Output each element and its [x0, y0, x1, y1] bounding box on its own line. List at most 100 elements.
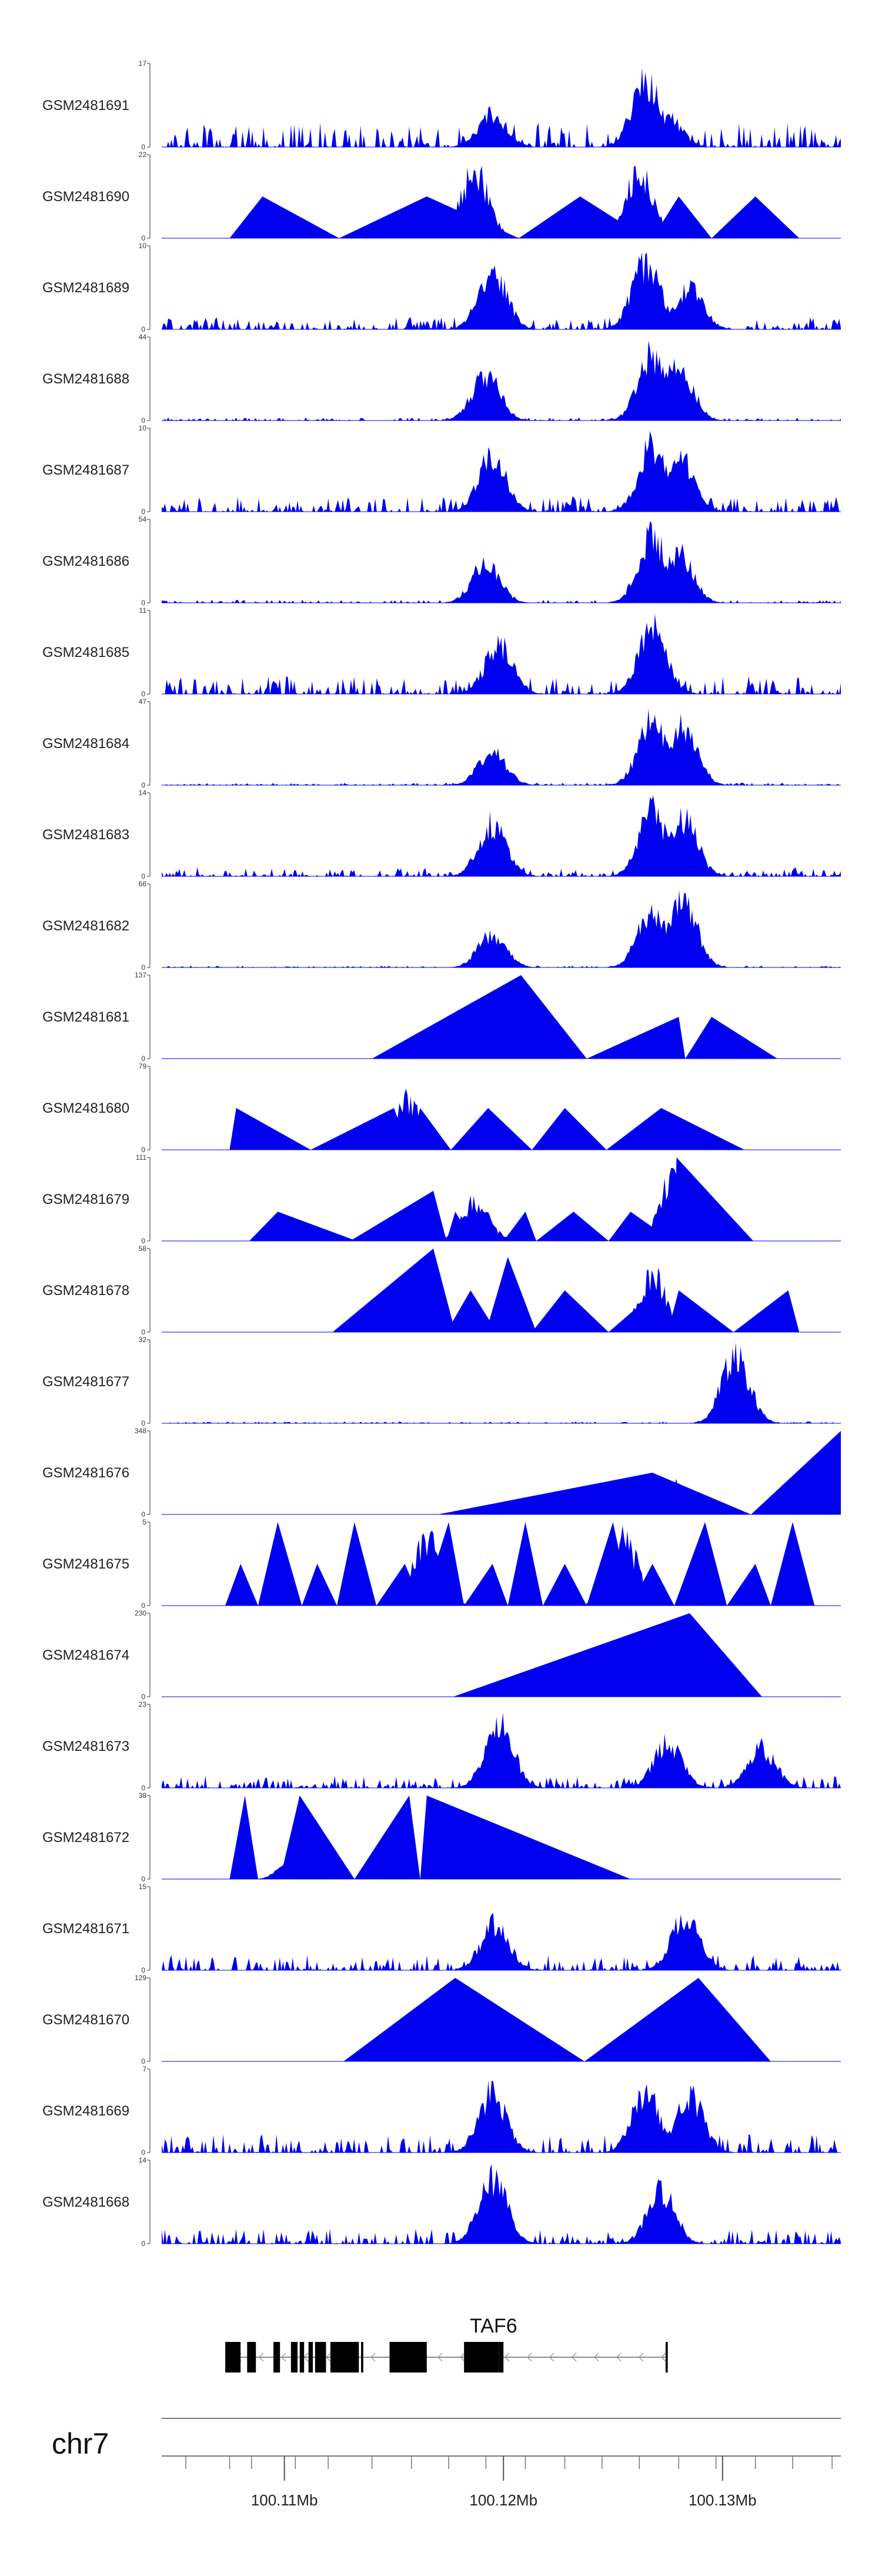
y-min-label: 0	[141, 1601, 145, 1610]
coverage-segment	[409, 1108, 451, 1150]
coverage-area	[162, 1167, 841, 1241]
coverage-segment	[229, 1108, 311, 1150]
coverage-area	[162, 2164, 841, 2244]
y-max-label: 32	[139, 1336, 147, 1344]
coverage-segment	[446, 1290, 497, 1332]
y-max-label: 22	[139, 151, 147, 159]
track-label: GSM2481679	[42, 1192, 129, 1207]
axis-tick-label: 100.13Mb	[689, 2491, 757, 2509]
coverage-segment	[770, 1522, 815, 1606]
coverage-segment	[280, 1796, 355, 1879]
y-min-label: 0	[141, 508, 145, 516]
track-GSM2481682: GSM2481682 66 0	[42, 880, 841, 972]
y-min-label: 0	[141, 872, 145, 880]
strand-arrow	[549, 2353, 554, 2362]
track-label: GSM2481689	[42, 280, 129, 296]
strand-arrow	[527, 2353, 532, 2362]
coverage-area	[162, 521, 841, 603]
gene-track: TAF6	[225, 2315, 668, 2373]
coverage-segment	[420, 1796, 631, 1879]
coverage-segment	[486, 1257, 537, 1332]
y-min-label: 0	[141, 781, 145, 789]
track-GSM2481677: GSM2481677 32 0	[42, 1336, 841, 1427]
y-max-label: 348	[135, 1427, 146, 1435]
exon-block	[290, 2342, 298, 2373]
track-GSM2481679: GSM2481679 111 0	[42, 1153, 841, 1245]
track-GSM2481689: GSM2481689 10 0	[42, 242, 841, 333]
y-min-label: 0	[141, 1784, 145, 1792]
strand-arrow	[639, 2353, 644, 2362]
track-GSM2481688: GSM2481688 44 0	[42, 333, 841, 425]
y-min-label: 0	[141, 963, 145, 972]
coverage-segment	[302, 1564, 338, 1606]
track-label: GSM2481687	[42, 462, 129, 478]
coverage-segment	[453, 1613, 762, 1697]
y-max-label: 38	[139, 1791, 147, 1800]
y-min-label: 0	[141, 143, 145, 151]
strand-arrow	[437, 2353, 443, 2362]
strand-arrow	[281, 2353, 286, 2362]
coverage-area	[162, 431, 841, 512]
y-min-label: 0	[141, 1693, 145, 1701]
y-min-label: 0	[141, 2057, 145, 2066]
coverage-segment	[609, 1212, 673, 1241]
track-GSM2481687: GSM2481687 10 0	[42, 424, 841, 516]
track-GSM2481678: GSM2481678 58 0	[42, 1244, 841, 1336]
coverage-segment	[532, 1108, 607, 1150]
track-label: GSM2481677	[42, 1374, 129, 1390]
y-max-label: 230	[135, 1609, 146, 1617]
y-min-label: 0	[141, 1055, 145, 1063]
coverage-segment	[310, 1108, 410, 1150]
track-label: GSM2481668	[42, 2194, 129, 2210]
y-max-label: 58	[139, 1244, 147, 1253]
y-max-label: 66	[139, 880, 147, 888]
y-min-label: 0	[141, 1510, 145, 1519]
coverage-segment	[332, 1249, 456, 1332]
strand-arrow	[326, 2353, 331, 2362]
coverage-area	[162, 341, 841, 421]
track-label: GSM2481678	[42, 1283, 129, 1299]
track-label: GSM2481683	[42, 827, 129, 843]
coverage-segment	[711, 196, 800, 238]
exon-block	[299, 2342, 305, 2373]
track-GSM2481671: GSM2481671 15 0	[42, 1883, 841, 1974]
track-label: GSM2481688	[42, 371, 129, 387]
track-label: GSM2481670	[42, 2012, 129, 2028]
coverage-segment	[437, 1473, 751, 1514]
y-min-label: 0	[141, 1419, 145, 1427]
y-max-label: 44	[139, 333, 147, 341]
coverage-area	[162, 613, 841, 694]
track-label: GSM2481680	[42, 1100, 129, 1116]
exon-block	[308, 2342, 313, 2373]
coverage-segment	[727, 1564, 771, 1606]
y-min-label: 0	[141, 690, 145, 698]
coverage-segment	[543, 1564, 587, 1606]
strand-arrow	[370, 2353, 376, 2362]
coverage-segment	[652, 196, 712, 238]
coverage-segment	[685, 1017, 777, 1059]
track-label: GSM2481686	[42, 553, 129, 569]
y-max-label: 47	[139, 698, 147, 706]
y-max-label: 54	[139, 515, 147, 523]
coverage-segment	[586, 1017, 686, 1059]
y-min-label: 0	[141, 1146, 145, 1154]
y-max-label: 79	[139, 1062, 147, 1070]
y-max-label: 14	[139, 789, 147, 797]
track-label: GSM2481675	[42, 1556, 129, 1572]
exon-block	[361, 2342, 363, 2373]
track-GSM2481668: GSM2481668 14 0	[42, 2156, 841, 2248]
track-GSM2481691: GSM2481691 17 0	[42, 59, 841, 151]
coverage-segment	[229, 1796, 258, 1879]
coverage-segment	[337, 1522, 377, 1606]
y-max-label: 5	[142, 1518, 146, 1526]
strand-arrow	[594, 2353, 599, 2362]
track-GSM2481675: GSM2481675 5 0	[42, 1518, 841, 1610]
y-max-label: 17	[139, 59, 147, 68]
track-label: GSM2481674	[42, 1647, 129, 1663]
axis-tick-label: 100.11Mb	[251, 2491, 318, 2509]
y-min-label: 0	[141, 2240, 145, 2248]
y-min-label: 0	[141, 599, 145, 607]
coverage-segment	[249, 1212, 357, 1241]
coverage-segment	[532, 1290, 609, 1332]
y-max-label: 129	[135, 1974, 146, 1982]
